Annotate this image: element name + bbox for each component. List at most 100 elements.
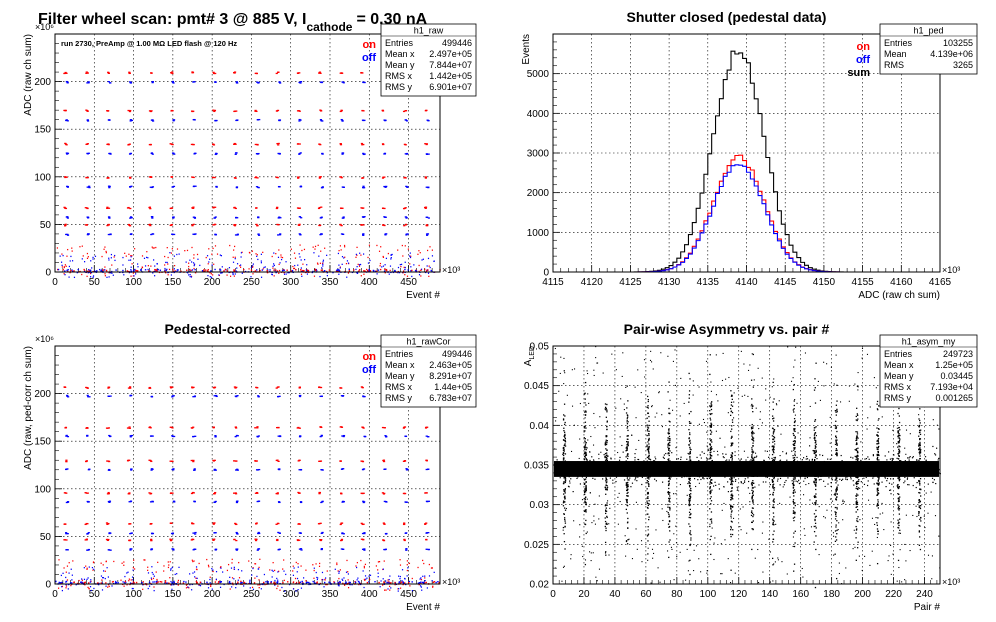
point-off (236, 435, 239, 437)
asym-spike-point (729, 414, 732, 417)
asym-spike-point (585, 519, 587, 522)
asym-point (663, 457, 665, 459)
point-off (405, 548, 408, 550)
point-baseline (112, 580, 114, 583)
point-off (377, 576, 379, 578)
asym-point (846, 476, 848, 478)
point-off (390, 257, 392, 259)
point-on (298, 427, 301, 429)
asym-point (744, 469, 746, 471)
asym-spike-point (730, 506, 732, 508)
point-off (132, 569, 134, 571)
y-tick-label: 200 (34, 77, 51, 88)
point-off (81, 578, 83, 580)
asym-point (884, 463, 886, 465)
point-off (389, 265, 392, 267)
point-off (209, 578, 211, 581)
point-off (109, 549, 112, 551)
asym-point (562, 453, 564, 456)
asym-point (864, 458, 866, 460)
point-off (150, 549, 153, 551)
asym-point (871, 467, 873, 470)
point-baseline (240, 582, 242, 584)
asym-spike-point (709, 426, 711, 428)
asym-point (560, 464, 562, 466)
asym-point (742, 474, 744, 476)
point-on (191, 387, 194, 389)
asym-point (711, 466, 714, 468)
point-off (106, 276, 108, 279)
asym-spike-point (562, 505, 565, 507)
point-off (69, 582, 72, 584)
point-on (64, 176, 67, 179)
asym-spike-point (751, 496, 754, 498)
asym-point (739, 475, 741, 477)
asym-point (659, 469, 662, 471)
asym-spike-point (730, 520, 733, 522)
point-off (192, 532, 195, 534)
point-baseline (351, 583, 353, 586)
point-on (292, 570, 294, 572)
asym-spike-point (710, 503, 712, 505)
point-off (132, 579, 134, 581)
point-off (173, 268, 176, 270)
asym-spike-point (626, 504, 629, 507)
asym-spike-point (605, 482, 608, 484)
point-baseline (59, 582, 62, 584)
asym-spike-point (668, 483, 670, 485)
asym-spike-point (648, 437, 650, 440)
point-off (102, 577, 104, 579)
point-off (111, 272, 113, 274)
asym-spike-point (669, 497, 671, 499)
point-off (377, 572, 379, 574)
point-off (342, 579, 344, 582)
asym-spike-point (752, 432, 754, 434)
asym-spike-point (669, 491, 671, 494)
point-on (340, 224, 343, 227)
asym-spike-point (669, 460, 671, 462)
point-off (342, 216, 345, 218)
point-baseline (182, 582, 185, 584)
point-off (215, 186, 218, 188)
asym-spike-point (688, 475, 690, 477)
point-on (169, 72, 173, 74)
point-on (293, 267, 295, 270)
asym-point (691, 467, 693, 469)
point-on (255, 522, 258, 524)
point-off (384, 119, 387, 121)
asym-point (764, 468, 766, 470)
point-off (298, 548, 302, 550)
point-off (362, 152, 365, 155)
point-baseline (185, 581, 187, 583)
point-off (111, 585, 113, 587)
point-off (390, 258, 392, 260)
asym-spike-point (688, 493, 691, 496)
asym-spike-point (667, 439, 669, 441)
x-tick-label: 350 (322, 277, 339, 288)
point-off (170, 274, 173, 276)
stats-label: Mean y (385, 371, 415, 381)
point-on (256, 492, 259, 494)
point-on (169, 492, 173, 495)
point-on (170, 207, 174, 209)
asym-spike-point (584, 523, 586, 525)
point-on (383, 207, 386, 210)
point-baseline (154, 268, 156, 271)
point-on (123, 585, 125, 587)
asym-point (715, 484, 717, 487)
point-off (398, 588, 400, 590)
asym-point (665, 466, 667, 468)
point-off (129, 435, 132, 437)
point-off (260, 276, 263, 278)
point-on (314, 245, 317, 248)
asym-point (777, 478, 779, 480)
asym-spike-point (751, 500, 754, 502)
point-on (212, 523, 215, 525)
point-off (65, 233, 68, 236)
point-off (234, 153, 237, 155)
point-on (258, 586, 260, 589)
y-tick-label: 200 (34, 389, 51, 400)
point-off (93, 568, 95, 570)
point-on (65, 492, 68, 494)
point-off (326, 274, 328, 277)
